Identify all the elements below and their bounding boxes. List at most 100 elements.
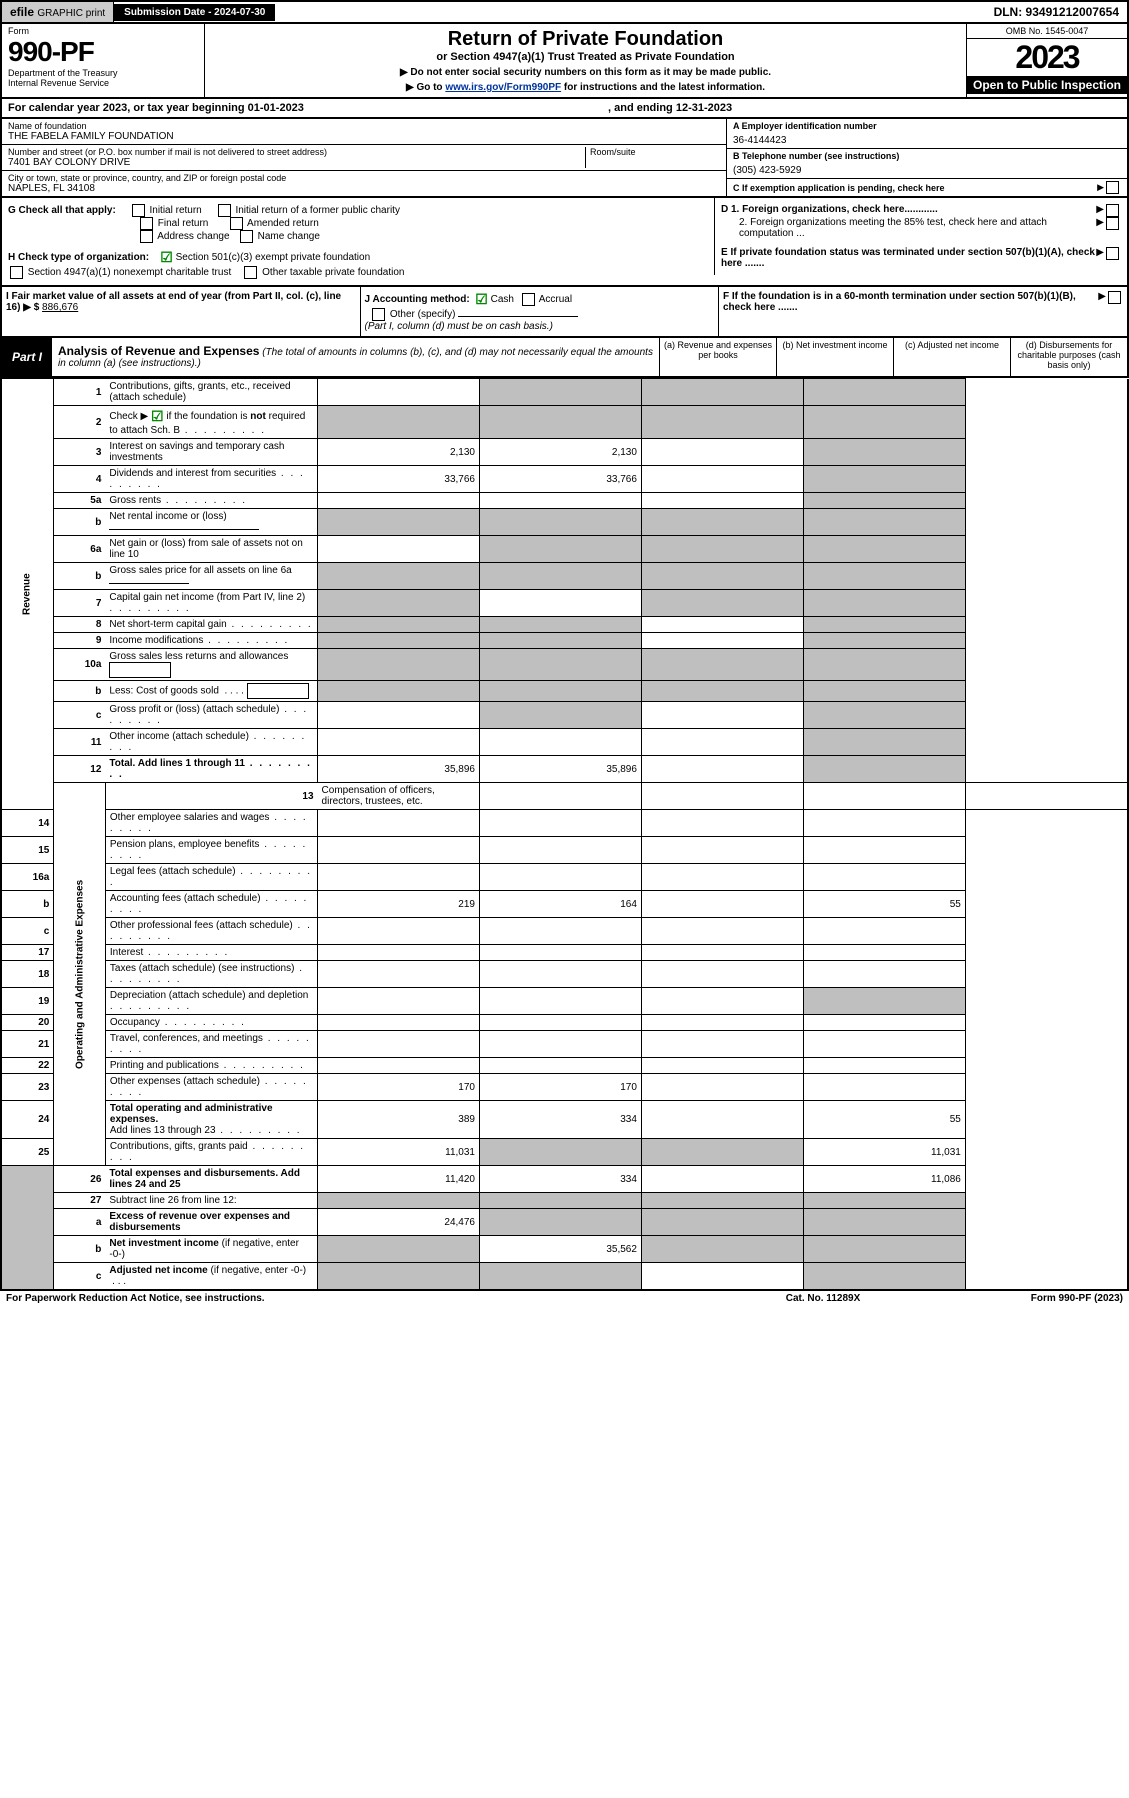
l4b: 33,766 (479, 466, 641, 493)
efile-button[interactable]: efile GRAPHIC print (2, 2, 114, 22)
l24d-v: 55 (803, 1101, 965, 1139)
part1-label: Part I (2, 338, 52, 376)
table-row: 2 Check ▶ ☑ if the foundation is not req… (1, 406, 1128, 439)
l27aa: 24,476 (318, 1209, 480, 1236)
l27: Subtract line 26 from line 12: (105, 1193, 317, 1209)
table-row: bLess: Cost of goods sold . . . . (1, 681, 1128, 702)
l11: Other income (attach schedule) (109, 731, 249, 742)
g1: Initial return (150, 205, 202, 216)
entity-info: Name of foundation THE FABELA FAMILY FOU… (0, 119, 1129, 198)
g5: Address change (157, 231, 229, 242)
name-label: Name of foundation (8, 121, 720, 131)
l10a: Gross sales less returns and allowances (109, 651, 288, 662)
h3-check[interactable] (244, 266, 257, 279)
l24b-v: 334 (479, 1101, 641, 1139)
g-label: G Check all that apply: (8, 205, 116, 216)
table-row: 21Travel, conferences, and meetings (1, 1031, 1128, 1058)
dln: DLN: 93491212007654 (986, 2, 1127, 22)
table-row: aExcess of revenue over expenses and dis… (1, 1209, 1128, 1236)
table-row: 22Printing and publications (1, 1058, 1128, 1074)
table-row: 3Interest on savings and temporary cash … (1, 439, 1128, 466)
l19: Depreciation (attach schedule) and deple… (110, 990, 308, 1001)
efile-bold: efile (10, 5, 34, 19)
l7: Capital gain net income (from Part IV, l… (109, 592, 305, 603)
revenue-sidelabel: Revenue (1, 379, 54, 810)
table-row: bNet investment income (if negative, ent… (1, 1236, 1128, 1263)
addr-label: Number and street (or P.O. box number if… (8, 147, 585, 157)
l24a-v: 389 (318, 1101, 480, 1139)
part1-title: Analysis of Revenue and Expenses (58, 344, 259, 358)
c-label: C If exemption application is pending, c… (733, 183, 1097, 193)
h2-check[interactable] (10, 266, 23, 279)
col-c: (c) Adjusted net income (893, 338, 1010, 376)
room-label: Room/suite (590, 147, 720, 157)
h3: Other taxable private foundation (262, 267, 404, 278)
g2-check[interactable] (218, 204, 231, 217)
ein-label: A Employer identification number (733, 121, 1121, 131)
phone: (305) 423-5929 (733, 161, 1121, 176)
l6a: Net gain or (loss) from sale of assets n… (105, 536, 317, 563)
table-row: 7Capital gain net income (from Part IV, … (1, 590, 1128, 617)
g1-check[interactable] (132, 204, 145, 217)
footer-left: For Paperwork Reduction Act Notice, see … (6, 1293, 723, 1304)
f-check[interactable] (1108, 291, 1121, 304)
l26: Total expenses and disbursements. Add li… (105, 1166, 317, 1193)
j2-check[interactable] (522, 293, 535, 306)
c-checkbox[interactable] (1106, 181, 1119, 194)
part1-header: Part I Analysis of Revenue and Expenses … (0, 338, 1129, 378)
j3: Other (specify) (390, 309, 456, 320)
l23b: 170 (479, 1074, 641, 1101)
table-row: 12Total. Add lines 1 through 11 35,89635… (1, 756, 1128, 783)
top-bar: efile GRAPHIC print Submission Date - 20… (0, 0, 1129, 24)
j-note: (Part I, column (d) must be on cash basi… (365, 321, 553, 332)
l22: Printing and publications (110, 1060, 219, 1071)
d2-label: 2. Foreign organizations meeting the 85%… (721, 217, 1096, 239)
l5a: Gross rents (109, 495, 161, 506)
h-label: H Check type of organization: (8, 252, 149, 263)
cal-text1: For calendar year 2023, or tax year begi… (8, 102, 608, 114)
d2-check[interactable] (1106, 217, 1119, 230)
l16c: Other professional fees (attach schedule… (110, 920, 293, 931)
table-row: 19Depreciation (attach schedule) and dep… (1, 988, 1128, 1015)
table-row: 20Occupancy (1, 1015, 1128, 1031)
phone-label: B Telephone number (see instructions) (733, 151, 1121, 161)
d1-check[interactable] (1106, 204, 1119, 217)
l12: Total. Add lines 1 through 11 (109, 758, 245, 769)
cal-text2: , and ending 12-31-2023 (608, 102, 732, 114)
table-row: bGross sales price for all assets on lin… (1, 563, 1128, 590)
omb: OMB No. 1545-0047 (967, 24, 1127, 39)
j3-check[interactable] (372, 308, 385, 321)
l6b: Gross sales price for all assets on line… (109, 565, 291, 576)
table-row: 9Income modifications (1, 633, 1128, 649)
instr2b: for instructions and the latest informat… (564, 82, 765, 93)
d1-label: D 1. Foreign organizations, check here..… (721, 204, 1096, 217)
ein: 36-4144423 (733, 131, 1121, 146)
form990pf-link[interactable]: www.irs.gov/Form990PF (445, 82, 561, 93)
l23: Other expenses (attach schedule) (110, 1076, 260, 1087)
l21: Travel, conferences, and meetings (110, 1033, 263, 1044)
g5-check[interactable] (140, 230, 153, 243)
l12a: 35,896 (318, 756, 480, 783)
form-subtitle: or Section 4947(a)(1) Trust Treated as P… (209, 51, 962, 63)
j-label: J Accounting method: (365, 294, 470, 305)
table-row: 8Net short-term capital gain (1, 617, 1128, 633)
l10b: Less: Cost of goods sold (109, 686, 219, 697)
l4a: 33,766 (318, 466, 480, 493)
col-d: (d) Disbursements for charitable purpose… (1010, 338, 1127, 376)
l23a: 170 (318, 1074, 480, 1101)
j2: Accrual (539, 294, 572, 305)
table-row: 10aGross sales less returns and allowanc… (1, 649, 1128, 681)
g6-check[interactable] (240, 230, 253, 243)
g4-check[interactable] (230, 217, 243, 230)
l1: Contributions, gifts, grants, etc., rece… (105, 379, 317, 406)
table-row: 16aLegal fees (attach schedule) (1, 864, 1128, 891)
g4: Amended return (247, 218, 319, 229)
table-row: Revenue 1Contributions, gifts, grants, e… (1, 379, 1128, 406)
l26b: 334 (479, 1166, 641, 1193)
g3-check[interactable] (140, 217, 153, 230)
i-val: 886,676 (42, 302, 78, 313)
e-check[interactable] (1106, 247, 1119, 260)
form-word: Form (8, 26, 198, 36)
h1-checked-icon: ☑ (160, 249, 173, 265)
l27a: Excess of revenue over expenses and disb… (105, 1209, 317, 1236)
